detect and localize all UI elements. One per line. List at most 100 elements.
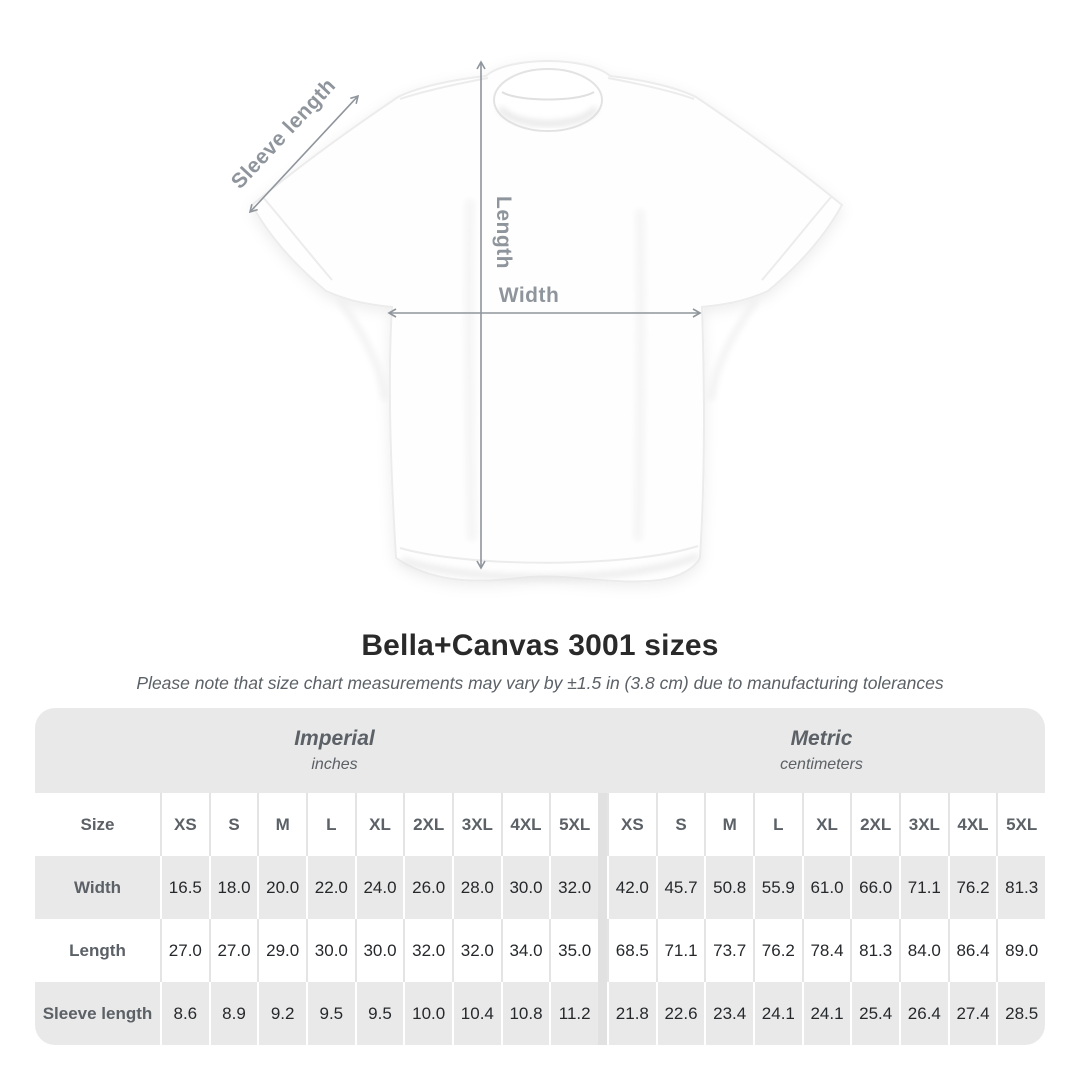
header-cell-metric-3xl: 3XL — [899, 793, 948, 856]
header-cell-metric-4xl: 4XL — [947, 793, 997, 856]
table-cell: 29.0 — [257, 919, 306, 982]
table-cell: 22.0 — [306, 856, 355, 919]
section-divider — [598, 919, 607, 982]
unit-header-band: Imperial inches Metric centimeters — [35, 708, 1045, 793]
table-cell: 10.0 — [403, 982, 452, 1045]
table-cell: 50.8 — [704, 856, 753, 919]
header-cell-imperial-2xl: 2XL — [403, 793, 452, 856]
header-cell-metric-l: L — [753, 793, 802, 856]
table-cell: 8.6 — [160, 982, 209, 1045]
header-cell-metric-s: S — [655, 793, 705, 856]
header-cell-metric-5xl: 5XL — [996, 793, 1045, 856]
header-cell-imperial-l: L — [306, 793, 355, 856]
tolerance-note: Please note that size chart measurements… — [136, 673, 944, 693]
table-cell: 84.0 — [899, 919, 948, 982]
table-cell: 73.7 — [704, 919, 753, 982]
table-cell: 24.0 — [354, 856, 404, 919]
size-header-cell: Size — [80, 814, 115, 834]
imperial-section-header: Imperial inches — [35, 708, 598, 793]
section-divider — [598, 982, 607, 1045]
table-cell: 71.1 — [655, 919, 705, 982]
table-cell: 21.8 — [607, 982, 656, 1045]
section-divider — [598, 793, 607, 856]
row-label-sleeve-length: Sleeve length — [42, 1003, 153, 1023]
table-cell: 61.0 — [801, 856, 851, 919]
table-cell: 20.0 — [257, 856, 306, 919]
row-label-length: Length — [69, 940, 126, 960]
metric-unit: centimeters — [780, 756, 863, 773]
table-cell: 45.7 — [655, 856, 705, 919]
header-cell-imperial-m: M — [257, 793, 306, 856]
header-cell-metric-2xl: 2XL — [850, 793, 899, 856]
table-cell: 30.0 — [306, 919, 355, 982]
table-cell: 32.0 — [403, 919, 452, 982]
table-cell: 24.1 — [801, 982, 851, 1045]
table-cell: 27.0 — [208, 919, 258, 982]
table-cell: 66.0 — [850, 856, 899, 919]
table-row-sleeve-length: Sleeve length 8.6 8.9 9.2 9.5 9.5 10.0 1… — [35, 982, 1045, 1045]
table-cell: 26.0 — [403, 856, 452, 919]
caption: Bella+Canvas 3001 sizes Please note that… — [0, 629, 1080, 694]
table-cell: 10.4 — [452, 982, 501, 1045]
width-label: Width — [499, 284, 560, 307]
header-cell-metric-xl: XL — [801, 793, 851, 856]
size-table: Imperial inches Metric centimeters Size … — [35, 708, 1045, 1045]
header-cell-imperial-5xl: 5XL — [549, 793, 598, 856]
table-row-length: Length 27.0 27.0 29.0 30.0 30.0 32.0 32.… — [35, 919, 1045, 982]
tshirt-measurement-diagram: Sleeve length Length Width — [227, 60, 844, 583]
table-cell: 16.5 — [160, 856, 209, 919]
header-cell-imperial-3xl: 3XL — [452, 793, 501, 856]
table-cell: 30.0 — [500, 856, 550, 919]
header-cell-imperial-xl: XL — [354, 793, 404, 856]
header-cell-imperial-xs: XS — [160, 793, 209, 856]
table-cell: 32.0 — [452, 919, 501, 982]
table-cell: 28.0 — [452, 856, 501, 919]
table-cell: 81.3 — [850, 919, 899, 982]
table-cell: 27.4 — [947, 982, 997, 1045]
table-cell: 9.5 — [354, 982, 404, 1045]
header-cell-imperial-4xl: 4XL — [500, 793, 550, 856]
table-cell: 25.4 — [850, 982, 899, 1045]
table-cell: 11.2 — [549, 982, 598, 1045]
imperial-title: Imperial — [294, 727, 375, 750]
tshirt-graphic: Sleeve length Length Width — [227, 60, 844, 583]
section-divider — [598, 856, 607, 919]
table-cell: 9.2 — [257, 982, 306, 1045]
measurement-arrows — [248, 60, 702, 570]
table-cell: 89.0 — [996, 919, 1045, 982]
table-cell: 9.5 — [306, 982, 355, 1045]
row-label-width: Width — [73, 877, 122, 897]
table-cell: 26.4 — [899, 982, 948, 1045]
table-cell: 18.0 — [208, 856, 258, 919]
size-header-row: Size XS S M L XL 2XL 3XL 4XL 5XL XS S M … — [35, 793, 1045, 856]
imperial-unit: inches — [311, 756, 358, 773]
table-cell: 8.9 — [208, 982, 258, 1045]
length-label: Length — [492, 196, 515, 269]
table-cell: 24.1 — [753, 982, 802, 1045]
table-cell: 35.0 — [549, 919, 598, 982]
metric-section-header: Metric centimeters — [598, 708, 1045, 793]
header-cell-imperial-s: S — [208, 793, 258, 856]
header-cell-metric-xs: XS — [607, 793, 656, 856]
table-cell: 32.0 — [549, 856, 598, 919]
table-cell: 23.4 — [704, 982, 753, 1045]
table-cell: 28.5 — [996, 982, 1045, 1045]
table-cell: 10.8 — [500, 982, 550, 1045]
table-cell: 81.3 — [996, 856, 1045, 919]
table-cell: 68.5 — [607, 919, 656, 982]
table-cell: 42.0 — [607, 856, 656, 919]
tshirt-silhouette — [250, 60, 844, 583]
table-cell: 22.6 — [655, 982, 705, 1045]
header-cell-metric-m: M — [704, 793, 753, 856]
table-cell: 76.2 — [753, 919, 802, 982]
table-cell: 86.4 — [947, 919, 997, 982]
table-cell: 76.2 — [947, 856, 997, 919]
metric-title: Metric — [790, 727, 853, 750]
table-cell: 34.0 — [500, 919, 550, 982]
table-cell: 30.0 — [354, 919, 404, 982]
table-cell: 78.4 — [801, 919, 851, 982]
sleeve-length-arrow — [248, 94, 360, 214]
table-cell: 55.9 — [753, 856, 802, 919]
page-title: Bella+Canvas 3001 sizes — [361, 629, 719, 662]
